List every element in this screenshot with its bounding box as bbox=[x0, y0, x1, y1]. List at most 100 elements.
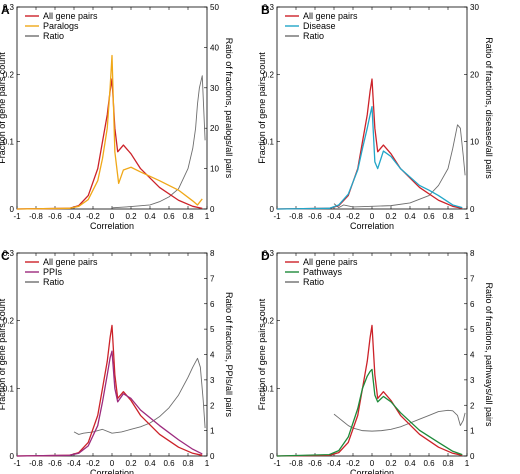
x-tick-label: 0.4 bbox=[144, 212, 156, 221]
x-axis-label: Correlation bbox=[90, 221, 134, 231]
panel-c: -1 -0.8 -0.6 -0.4 -0.2 0 0.2 0.4 0.6 0.8 100.10.20… bbox=[0, 249, 234, 474]
legend-label: Ratio bbox=[303, 31, 324, 41]
x-tick-label: -0.4 bbox=[327, 212, 341, 221]
panel-b: -1 -0.8 -0.6 -0.4 -0.2 0 0.2 0.4 0.6 0.8 100.10.20… bbox=[257, 3, 494, 231]
x-tick-label: -0.8 bbox=[29, 212, 43, 221]
panel-d: -1 -0.8 -0.6 -0.4 -0.2 0 0.2 0.4 0.6 0.8 100.10.20… bbox=[257, 249, 494, 474]
series-line-ratio bbox=[111, 75, 206, 209]
x-tick-label: 0.2 bbox=[385, 212, 397, 221]
y-tick-label: 0.3 bbox=[3, 249, 15, 258]
y2-axis-label: Ratio of fractions, diseases/all pairs bbox=[484, 37, 494, 179]
series-line-pathways bbox=[276, 368, 463, 457]
x-tick-label: 0 bbox=[370, 459, 375, 468]
y-tick-label: 0.3 bbox=[3, 3, 15, 12]
y2-tick-label: 20 bbox=[210, 124, 219, 133]
panel-letter: D bbox=[261, 249, 270, 263]
x-tick-label: 1 bbox=[465, 212, 470, 221]
y2-axis-label: Ratio of fractions, pathways/all pairs bbox=[484, 282, 494, 427]
x-tick-label: 0 bbox=[110, 459, 115, 468]
x-tick-label: 0 bbox=[370, 212, 375, 221]
y2-tick-label: 50 bbox=[210, 3, 219, 12]
y-axis-label: Fraction of gene pairs count bbox=[257, 52, 267, 164]
x-tick-label: 0.6 bbox=[423, 212, 435, 221]
series-line-ppis bbox=[16, 350, 203, 457]
y2-tick-label: 20 bbox=[470, 70, 479, 79]
series-line-all-gene-pairs bbox=[276, 324, 463, 457]
legend-label: Ratio bbox=[43, 31, 64, 41]
x-tick-label: 0.4 bbox=[404, 459, 416, 468]
x-tick-label: -0.2 bbox=[346, 212, 360, 221]
legend-label: Pathways bbox=[303, 267, 343, 277]
y-tick-label: 0 bbox=[270, 205, 275, 214]
x-tick-label: 0.4 bbox=[404, 212, 416, 221]
y2-tick-label: 10 bbox=[470, 138, 479, 147]
y2-tick-label: 4 bbox=[210, 351, 215, 360]
x-tick-label: 1 bbox=[465, 459, 470, 468]
x-tick-label: 0.8 bbox=[442, 459, 454, 468]
y2-axis-label: Ratio of fractions, paralogs/all pairs bbox=[224, 38, 234, 179]
series-line-ratio bbox=[333, 124, 466, 209]
legend-label: All gene pairs bbox=[303, 257, 358, 267]
x-tick-label: 0.8 bbox=[182, 459, 194, 468]
x-tick-label: -0.4 bbox=[67, 212, 81, 221]
series-line-all-gene-pairs bbox=[16, 324, 203, 457]
y2-tick-label: 40 bbox=[210, 43, 219, 52]
panel-letter: A bbox=[1, 3, 10, 17]
legend-label: All gene pairs bbox=[303, 11, 358, 21]
legend-label: Disease bbox=[303, 21, 336, 31]
y2-tick-label: 30 bbox=[470, 3, 479, 12]
panel-letter: C bbox=[1, 249, 10, 263]
x-tick-label: 0.2 bbox=[125, 459, 137, 468]
panel-letter: B bbox=[261, 3, 270, 17]
y2-tick-label: 0 bbox=[470, 205, 475, 214]
y-axis-label: Fraction of gene pairs count bbox=[0, 298, 7, 410]
y-tick-label: 0 bbox=[10, 452, 15, 461]
y-tick-label: 0.1 bbox=[263, 384, 275, 393]
series-line-all-gene-pairs bbox=[276, 78, 463, 210]
y2-tick-label: 2 bbox=[470, 401, 475, 410]
legend-label: Paralogs bbox=[43, 21, 79, 31]
series-line-paralogs bbox=[16, 54, 203, 210]
y2-tick-label: 2 bbox=[210, 401, 215, 410]
y-tick-label: 0.3 bbox=[263, 249, 275, 258]
y-tick-label: 0 bbox=[270, 452, 275, 461]
y-tick-label: 0.3 bbox=[263, 3, 275, 12]
x-tick-label: 1 bbox=[205, 459, 210, 468]
x-tick-label: -1 bbox=[273, 212, 281, 221]
y-axis-label: Fraction of gene pairs count bbox=[257, 298, 267, 410]
y-tick-label: 0 bbox=[10, 205, 15, 214]
y2-tick-label: 6 bbox=[210, 300, 215, 309]
x-axis-label: Correlation bbox=[350, 221, 394, 231]
y-tick-label: 0.2 bbox=[3, 70, 15, 79]
y2-tick-label: 10 bbox=[210, 165, 219, 174]
legend-label: Ratio bbox=[303, 277, 324, 287]
x-tick-label: -0.4 bbox=[67, 459, 81, 468]
y2-tick-label: 0 bbox=[210, 452, 215, 461]
legend-label: Ratio bbox=[43, 277, 64, 287]
x-tick-label: 0.2 bbox=[125, 212, 137, 221]
y2-tick-label: 8 bbox=[470, 249, 475, 258]
y-tick-label: 0.2 bbox=[263, 70, 275, 79]
y-tick-label: 0.1 bbox=[263, 138, 275, 147]
y2-tick-label: 8 bbox=[210, 249, 215, 258]
y2-tick-label: 1 bbox=[470, 427, 475, 436]
x-tick-label: -0.6 bbox=[308, 459, 322, 468]
y-tick-label: 0.1 bbox=[3, 138, 15, 147]
x-tick-label: -0.2 bbox=[86, 459, 100, 468]
x-tick-label: -0.6 bbox=[308, 212, 322, 221]
legend-label: All gene pairs bbox=[43, 11, 98, 21]
x-axis-label: Correlation bbox=[350, 468, 394, 474]
y2-tick-label: 5 bbox=[210, 325, 215, 334]
y2-tick-label: 6 bbox=[470, 300, 475, 309]
y2-tick-label: 30 bbox=[210, 84, 219, 93]
x-tick-label: -0.2 bbox=[86, 212, 100, 221]
x-tick-label: 0.4 bbox=[144, 459, 156, 468]
x-tick-label: 0.8 bbox=[442, 212, 454, 221]
x-tick-label: -1 bbox=[13, 212, 21, 221]
x-tick-label: 0.6 bbox=[423, 459, 435, 468]
y2-axis-label: Ratio of fractions, PPIs/all pairs bbox=[224, 292, 234, 418]
series-line-disease bbox=[276, 106, 463, 210]
y2-tick-label: 1 bbox=[210, 427, 215, 436]
x-tick-label: 0.6 bbox=[163, 459, 175, 468]
